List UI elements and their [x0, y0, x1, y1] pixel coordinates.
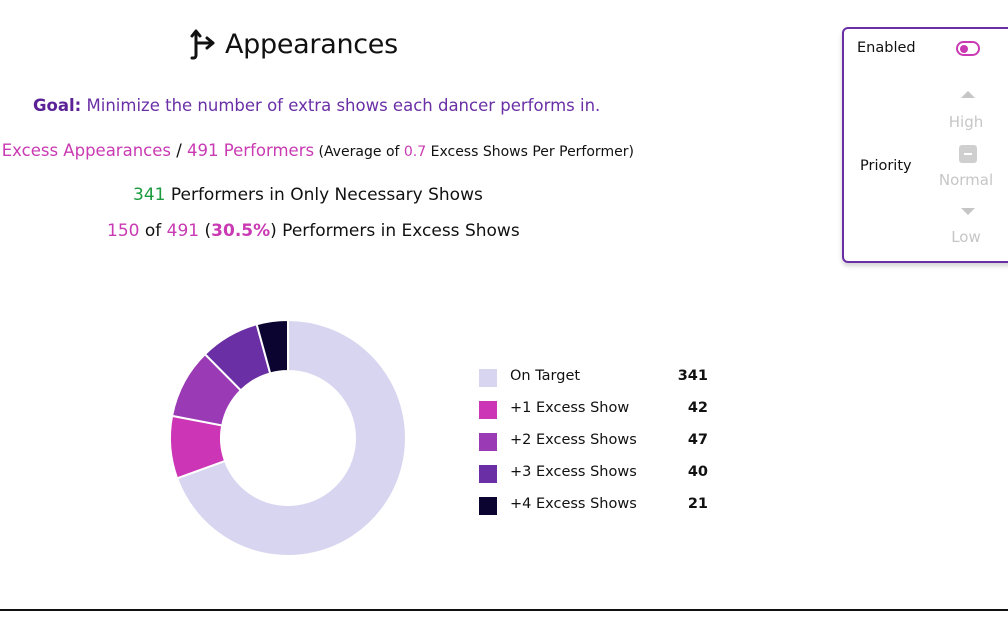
normal-minus-icon[interactable] — [959, 145, 977, 163]
excess-ratio-line: 150 of 491 (30.5%) Performers in Excess … — [107, 221, 520, 241]
legend-value: 21 — [687, 496, 708, 512]
merge-arrow-icon — [190, 29, 215, 60]
legend-swatch — [479, 433, 497, 451]
enabled-toggle[interactable] — [956, 41, 980, 56]
excess-performers-count: 150 — [107, 221, 140, 241]
goal-text: Goal: Minimize the number of extra shows… — [33, 96, 600, 115]
legend-swatch — [479, 465, 497, 483]
separator: / — [170, 141, 188, 160]
settings-panel: Enabled Priority High Normal Low — [842, 27, 1008, 263]
excess-summary: 0 Excess Appearances / 491 Performers (A… — [0, 141, 634, 160]
legend-swatch — [479, 401, 497, 419]
legend-value: 42 — [687, 400, 708, 416]
average-prefix: (Average of — [314, 144, 404, 160]
average-value: 0.7 — [403, 144, 427, 160]
legend-row: +2 Excess Shows 47 — [479, 432, 711, 464]
open-paren: ( — [199, 221, 212, 241]
legend-swatch — [479, 497, 497, 515]
enabled-label: Enabled — [857, 40, 916, 56]
priority-label: Priority — [860, 158, 912, 174]
only-necessary-text: Performers in Only Necessary Shows — [165, 185, 483, 205]
only-necessary-line: 341 Performers in Only Necessary Shows — [133, 185, 483, 205]
legend-row: +1 Excess Show 42 — [479, 400, 711, 432]
chart-legend: On Target 341 +1 Excess Show 42 +2 Exces… — [479, 368, 711, 528]
priority-option-normal[interactable]: Normal — [938, 171, 994, 189]
legend-value: 40 — [687, 464, 708, 480]
high-arrow-icon[interactable] — [961, 91, 975, 98]
excess-ratio-text: ) Performers in Excess Shows — [270, 221, 520, 241]
section-divider — [0, 609, 1008, 611]
legend-row: +4 Excess Shows 21 — [479, 496, 711, 528]
only-necessary-count: 341 — [133, 185, 166, 205]
page-title: Appearances — [225, 28, 398, 60]
legend-value: 341 — [677, 368, 708, 384]
excess-label: Excess Appearances — [0, 141, 171, 160]
legend-label: +4 Excess Shows — [510, 496, 637, 512]
donut-chart — [169, 318, 407, 557]
section-header: Appearances — [185, 24, 398, 64]
legend-label: +3 Excess Shows — [510, 464, 637, 480]
legend-row: On Target 341 — [479, 368, 711, 400]
performers-total: 491 Performers — [187, 141, 315, 160]
legend-label: +1 Excess Show — [510, 400, 630, 416]
priority-option-high[interactable]: High — [948, 113, 984, 131]
toggle-knob — [960, 45, 968, 53]
total-performers: 491 — [166, 221, 200, 241]
legend-label: On Target — [510, 368, 581, 384]
low-arrow-icon[interactable] — [961, 208, 975, 215]
legend-value: 47 — [687, 432, 708, 448]
legend-label: +2 Excess Shows — [510, 432, 637, 448]
excess-percent: 30.5% — [211, 221, 271, 241]
of-text: of — [139, 221, 167, 241]
legend-swatch — [479, 369, 497, 387]
donut-slice-4[interactable] — [255, 318, 289, 375]
goal-description: Minimize the number of extra shows each … — [81, 96, 601, 115]
average-suffix: Excess Shows Per Performer) — [426, 144, 634, 160]
legend-row: +3 Excess Shows 40 — [479, 464, 711, 496]
goal-label: Goal: — [33, 96, 82, 115]
priority-option-low[interactable]: Low — [951, 228, 981, 246]
donut-slice-0[interactable] — [175, 318, 407, 557]
